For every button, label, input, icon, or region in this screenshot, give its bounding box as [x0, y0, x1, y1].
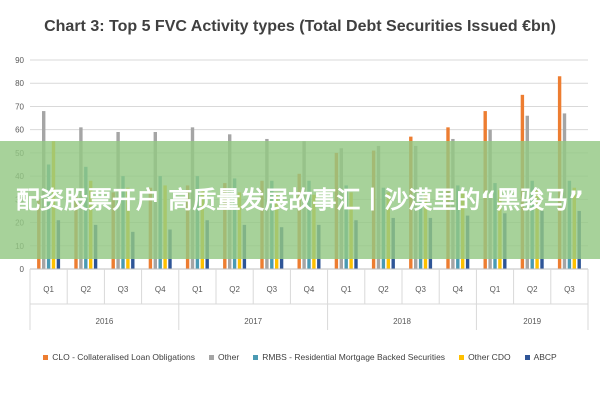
legend-label: RMBS - Residential Mortgage Backed Secur…: [262, 352, 446, 362]
x-tick-label: Q1: [341, 285, 352, 294]
legend-swatch: [459, 354, 465, 360]
x-tick-label: Q4: [155, 285, 166, 294]
x-tick-label: Q4: [452, 285, 463, 294]
legend-label: Other: [217, 352, 240, 362]
y-tick-label: 70: [15, 102, 24, 111]
group-label: 2016: [96, 317, 114, 326]
y-tick-label: 80: [15, 79, 24, 88]
x-tick-label: Q4: [304, 285, 315, 294]
overlay-banner[interactable]: 配资股票开户 高质量发展故事汇丨沙漠里的“黑骏马”: [0, 141, 600, 259]
chart-legend: CLO - Collateralised Loan Obligations Oth…: [0, 352, 600, 362]
legend-item: RMBS - Residential Mortgage Backed Secur…: [253, 352, 445, 362]
legend-item: Other CDO: [459, 352, 511, 362]
x-tick-label: Q3: [266, 285, 277, 294]
x-tick-label: Q1: [192, 285, 203, 294]
legend-swatch: [524, 354, 530, 360]
group-label: 2019: [523, 317, 541, 326]
x-tick-label: Q3: [118, 285, 129, 294]
legend-label: Other CDO: [468, 352, 511, 362]
x-tick-label: Q2: [229, 285, 240, 294]
legend-item: Other: [208, 352, 240, 362]
x-tick-label: Q1: [490, 285, 501, 294]
x-tick-label: Q2: [80, 285, 91, 294]
legend-swatch: [43, 354, 49, 360]
group-label: 2018: [393, 317, 411, 326]
x-tick-label: Q2: [378, 285, 389, 294]
x-tick-label: Q2: [527, 285, 538, 294]
banner-text[interactable]: 配资股票开户 高质量发展故事汇丨沙漠里的“黑骏马”: [16, 186, 584, 214]
legend-item: ABCP: [524, 352, 557, 362]
x-tick-label: Q3: [415, 285, 426, 294]
legend-label: ABCP: [533, 352, 557, 362]
legend-swatch: [208, 354, 214, 360]
y-tick-label: 60: [15, 126, 24, 135]
chart-title: Chart 3: Top 5 FVC Activity types (Total…: [44, 18, 556, 35]
legend-swatch: [253, 354, 259, 360]
x-tick-label: Q1: [43, 285, 54, 294]
group-label: 2017: [244, 317, 262, 326]
x-tick-label: Q3: [564, 285, 575, 294]
y-tick-label: 90: [15, 56, 24, 65]
legend-label: CLO - Collateralised Loan Obligations: [52, 352, 195, 362]
y-tick-label: 0: [20, 265, 25, 274]
legend-item: CLO - Collateralised Loan Obligations: [43, 352, 195, 362]
